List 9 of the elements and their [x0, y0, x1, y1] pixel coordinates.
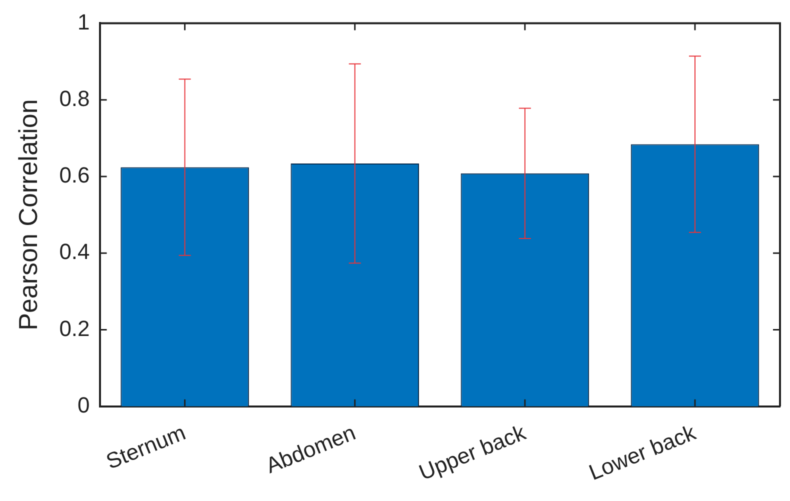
- x-tick-label: Upper back: [415, 419, 530, 486]
- y-tick-label: 1: [78, 9, 90, 34]
- y-tick-label: 0.4: [59, 239, 90, 264]
- y-tick-label: 0.2: [59, 316, 90, 341]
- y-axis-title: Pearson Correlation: [12, 99, 43, 330]
- y-tick-label: 0.8: [59, 86, 90, 111]
- y-tick-label: 0: [78, 392, 90, 418]
- x-tick-label: Lower back: [585, 419, 700, 486]
- y-tick-label: 0.6: [59, 162, 90, 188]
